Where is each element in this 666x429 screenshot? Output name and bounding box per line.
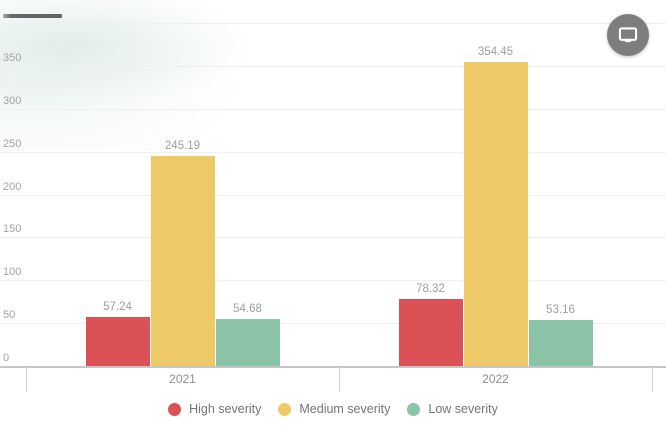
- y-tick-label: 350: [3, 52, 22, 64]
- y-tick-label: 300: [3, 95, 22, 107]
- y-tick-label: 100: [3, 266, 22, 278]
- x-category-label: 2021: [169, 372, 196, 386]
- legend-color-dot: [407, 402, 421, 416]
- gridline: [0, 23, 666, 24]
- bar-low-severity-2021[interactable]: [215, 319, 280, 366]
- legend-label: Medium severity: [299, 402, 391, 416]
- y-tick-label: 250: [3, 138, 22, 150]
- bar-high-severity-2022[interactable]: [398, 298, 463, 366]
- monitor-icon: [617, 24, 639, 46]
- x-axis-tick: [26, 367, 27, 392]
- chart-legend: High severity Medium severity Low severity: [0, 402, 666, 416]
- view-toggle-button[interactable]: [607, 14, 649, 56]
- bar-value-label: 57.24: [103, 300, 132, 313]
- bar-low-severity-2022[interactable]: [528, 320, 593, 366]
- bar-value-label: 354.45: [477, 46, 514, 59]
- y-tick-label: 150: [3, 223, 22, 235]
- legend-item-high-severity[interactable]: High severity: [168, 402, 261, 416]
- legend-color-dot: [168, 402, 182, 416]
- y-tick-label: 50: [3, 309, 16, 321]
- gridline: [0, 109, 666, 110]
- x-category-label: 2022: [482, 372, 509, 386]
- y-tick-label: 200: [3, 181, 22, 193]
- x-axis-tick: [339, 367, 340, 392]
- bar-medium-severity-2021[interactable]: [150, 155, 215, 366]
- legend-item-medium-severity[interactable]: Medium severity: [278, 402, 390, 416]
- x-axis-line: [0, 366, 666, 368]
- gridline: [0, 237, 666, 238]
- x-axis-tick: [652, 367, 653, 392]
- gridline: [0, 152, 666, 153]
- y-tick-label: 0: [3, 352, 10, 364]
- bar-value-label: 54.68: [233, 303, 262, 316]
- legend-label: High severity: [189, 402, 262, 416]
- top-left-bar-fragment: [3, 14, 62, 18]
- legend-color-dot: [278, 402, 292, 416]
- gridline: [0, 280, 666, 281]
- bar-value-label: 245.19: [164, 139, 201, 152]
- bar-value-label: 53.16: [546, 304, 575, 317]
- bar-value-label: 78.32: [416, 282, 445, 295]
- gridline: [0, 66, 666, 67]
- gridline: [0, 323, 666, 324]
- legend-item-low-severity[interactable]: Low severity: [407, 402, 498, 416]
- legend-label: Low severity: [428, 402, 498, 416]
- bar-high-severity-2021[interactable]: [85, 316, 150, 366]
- bar-medium-severity-2022[interactable]: [463, 62, 528, 366]
- gridline: [0, 195, 666, 196]
